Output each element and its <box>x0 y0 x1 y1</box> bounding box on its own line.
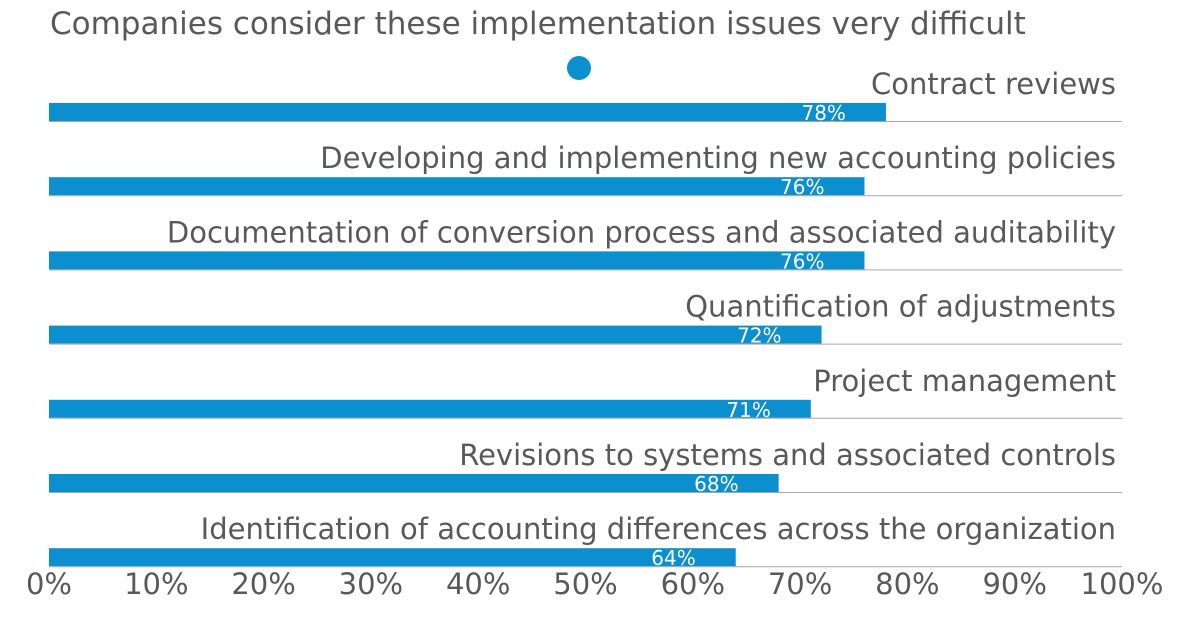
value-label: 78% <box>801 101 845 125</box>
x-tick-label: 90% <box>982 567 1046 601</box>
x-tick-label: 40% <box>446 567 510 601</box>
category-label: Developing and implementing new accounti… <box>320 141 1116 175</box>
value-label: 72% <box>737 324 781 348</box>
value-label: 71% <box>726 398 770 422</box>
value-label: 68% <box>694 472 738 496</box>
category-label: Documentation of conversion process and … <box>167 215 1116 249</box>
x-axis-ticks: 0% 10% 20% 30% 40% 50% 60% 70% 80% 90% 100% <box>26 567 1163 601</box>
bar <box>49 103 886 121</box>
value-label: 76% <box>780 175 824 199</box>
marker-dot <box>567 56 591 80</box>
category-label: Project management <box>813 364 1116 398</box>
bar <box>49 251 865 270</box>
bar <box>49 548 736 567</box>
value-label: 76% <box>780 249 824 273</box>
bar <box>49 325 822 344</box>
category-label: Identification of accounting differences… <box>201 512 1116 546</box>
bar <box>49 177 865 196</box>
x-tick-label: 80% <box>875 567 939 601</box>
x-tick-label: 70% <box>768 567 832 601</box>
x-tick-label: 30% <box>339 567 403 601</box>
bar-row: Project management 71% <box>49 364 1122 422</box>
value-label: 64% <box>651 546 695 570</box>
bar-row: Documentation of conversion process and … <box>49 215 1122 273</box>
x-tick-label: 20% <box>231 567 295 601</box>
bar-row: Revisions to systems and associated cont… <box>49 438 1122 496</box>
x-tick-label: 100% <box>1081 567 1164 601</box>
category-label: Revisions to systems and associated cont… <box>459 438 1116 472</box>
bar <box>49 399 811 418</box>
x-tick-label: 60% <box>661 567 725 601</box>
bar-row: Developing and implementing new accounti… <box>49 141 1122 199</box>
x-tick-label: 10% <box>124 567 188 601</box>
category-label: Quantification of adjustments <box>685 290 1116 324</box>
x-tick-label: 50% <box>553 567 617 601</box>
bars-layer: Contract reviews 78% Developing and implem… <box>49 67 1122 570</box>
chart-subtitle: Companies consider these implementation … <box>50 6 1026 42</box>
x-tick-label: 0% <box>26 567 72 601</box>
bar-row: Identification of accounting differences… <box>49 512 1122 570</box>
bar-row: Contract reviews 78% <box>49 67 1122 125</box>
category-label: Contract reviews <box>871 67 1116 101</box>
bar <box>49 474 779 492</box>
